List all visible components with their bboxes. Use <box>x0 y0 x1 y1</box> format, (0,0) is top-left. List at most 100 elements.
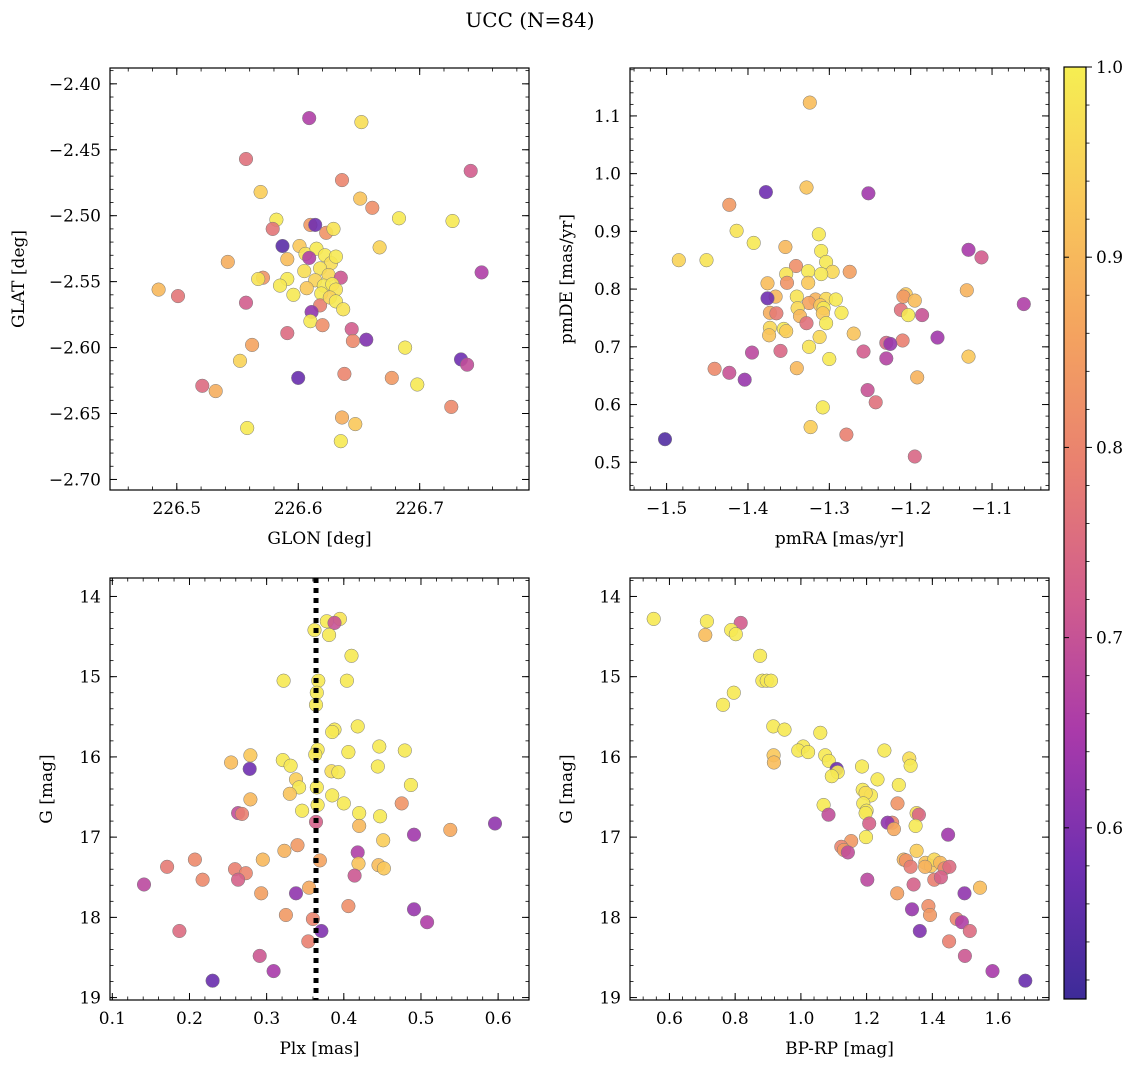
data-point <box>906 877 921 892</box>
data-point <box>325 788 340 803</box>
data-point <box>460 357 475 372</box>
data-point <box>856 344 871 359</box>
data-point <box>762 328 777 343</box>
data-point <box>331 765 346 780</box>
data-point <box>760 291 775 306</box>
y-tick-label: −2.45 <box>49 141 101 161</box>
colorbar-gradient <box>1063 66 1087 1000</box>
data-point <box>372 739 387 754</box>
data-point <box>813 725 828 740</box>
data-point <box>243 792 258 807</box>
data-point <box>840 845 855 860</box>
data-point <box>463 163 478 178</box>
data-point <box>308 217 323 232</box>
data-point <box>801 339 817 354</box>
data-point <box>803 420 818 435</box>
x-tick-label: 226.5 <box>152 499 201 519</box>
y-tick-label: 15 <box>79 668 101 688</box>
data-point <box>879 351 894 366</box>
data-point <box>758 185 773 200</box>
data-point <box>769 306 784 321</box>
data-point <box>941 827 956 842</box>
y-tick-label: −2.50 <box>49 207 101 227</box>
data-point <box>391 211 407 226</box>
x-axis-label: GLON [deg] <box>267 529 371 549</box>
data-point <box>972 880 988 895</box>
data-point <box>266 964 281 979</box>
y-tick-label: 17 <box>599 828 621 848</box>
data-point <box>277 843 292 858</box>
data-point <box>242 761 257 776</box>
data-point <box>907 449 922 464</box>
data-point <box>646 611 661 626</box>
data-point <box>384 370 399 385</box>
data-point <box>234 806 250 821</box>
data-point <box>737 372 752 387</box>
data-point <box>344 648 359 663</box>
x-tick-label: −1.5 <box>646 499 687 519</box>
data-point <box>861 186 876 201</box>
data-point <box>372 240 387 255</box>
colorbar-tick-label: 0.8 <box>1096 438 1123 458</box>
data-point <box>779 324 794 339</box>
data-point <box>877 743 892 758</box>
data-point <box>238 295 254 310</box>
data-point <box>376 833 391 848</box>
data-point <box>347 868 362 883</box>
data-point <box>707 361 722 376</box>
data-point <box>160 859 175 874</box>
data-point <box>240 420 255 436</box>
data-point <box>443 822 458 837</box>
data-point <box>254 886 269 901</box>
data-point <box>406 902 422 917</box>
x-axis-label: pmRA [mas/yr] <box>775 529 904 549</box>
data-point <box>903 758 918 773</box>
data-point <box>915 308 930 323</box>
data-point <box>729 223 744 238</box>
data-point <box>252 948 267 963</box>
y-tick-label: 16 <box>79 748 101 768</box>
data-point <box>814 267 829 282</box>
points <box>657 95 1031 464</box>
axes-frame <box>109 67 530 491</box>
data-point <box>172 923 187 939</box>
data-point <box>283 758 298 773</box>
data-point <box>722 365 737 380</box>
data-point <box>187 852 202 867</box>
data-point <box>326 221 341 236</box>
data-point <box>801 275 816 290</box>
data-point <box>870 772 885 787</box>
data-point <box>910 370 925 385</box>
data-point <box>251 271 266 287</box>
y-tick-label: 0.6 <box>594 396 621 416</box>
x-axis-label: Plx [mas] <box>279 1039 359 1059</box>
data-point <box>487 816 503 831</box>
y-tick-label: 18 <box>79 908 101 928</box>
data-point <box>930 330 945 345</box>
y-tick-label: 1.0 <box>594 165 621 185</box>
data-point <box>353 191 368 206</box>
axes-frame <box>629 67 1050 491</box>
y-tick-label: −2.55 <box>49 273 101 293</box>
data-point <box>801 745 816 760</box>
data-point <box>907 293 922 308</box>
data-point <box>255 852 270 867</box>
panel-top-right: −1.5 −1.4 −1.3 −1.2 −1.1 0.5 0.6 0.7 0.8 0.9 1.0 1.… <box>557 67 1050 549</box>
colorbar: 0.6 0.7 0.8 0.9 1.0 <box>1063 58 1123 1000</box>
data-point <box>297 264 312 279</box>
data-point <box>253 184 268 200</box>
data-point <box>766 755 781 770</box>
data-point <box>272 278 288 293</box>
x-tick-label: −1.2 <box>890 499 931 519</box>
data-point <box>942 934 957 949</box>
data-point <box>376 861 391 876</box>
x-tick-label: 1.0 <box>787 1009 814 1029</box>
data-point <box>231 872 246 887</box>
data-point <box>205 973 220 988</box>
data-point <box>904 902 920 917</box>
x-tick-label: 1.2 <box>853 1009 880 1029</box>
data-point <box>325 724 340 740</box>
data-point <box>722 197 737 212</box>
data-point <box>839 427 854 442</box>
